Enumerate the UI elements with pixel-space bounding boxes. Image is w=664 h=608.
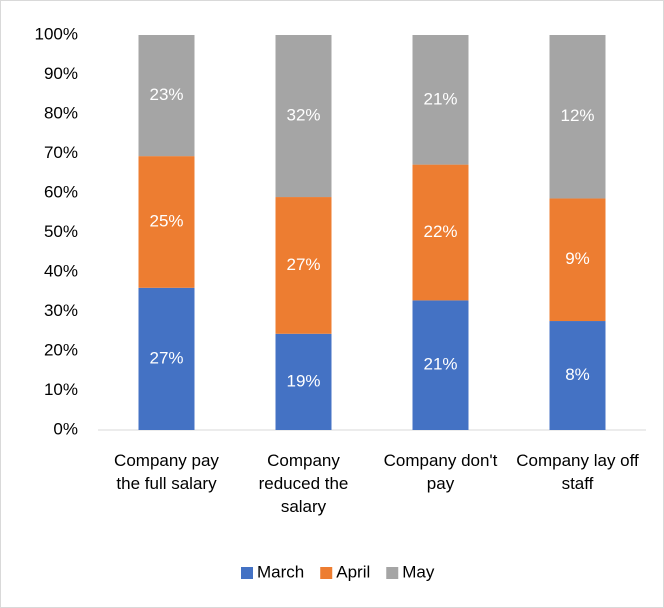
bar-segment [549, 198, 606, 322]
bar-segment [138, 156, 195, 288]
data-label: 12% [560, 106, 594, 125]
y-tick-label: 60% [44, 182, 78, 201]
y-tick-label: 90% [44, 64, 78, 83]
bar-segment [412, 300, 469, 430]
y-tick-label: 40% [44, 261, 78, 280]
x-tick-label: Company reduced the salary [258, 451, 349, 516]
bar-segment [138, 287, 195, 430]
y-tick-label: 30% [44, 301, 78, 320]
x-tick-label: Company pay the full salary [114, 451, 219, 493]
x-tick-label: Company lay off staff [516, 451, 639, 493]
data-label: 22% [423, 222, 457, 241]
y-tick-label: 20% [44, 340, 78, 359]
legend-label: March [257, 562, 304, 581]
bar-segment [275, 333, 332, 430]
bar-segment [138, 35, 195, 157]
legend-swatch [241, 567, 253, 579]
legend-label: April [336, 562, 370, 581]
y-tick-label: 0% [53, 419, 78, 438]
bar-segment [275, 35, 332, 198]
y-tick-label: 80% [44, 103, 78, 122]
bar-segment [549, 35, 606, 199]
data-label: 21% [423, 355, 457, 374]
legend-swatch [386, 567, 399, 579]
y-tick-label: 70% [44, 143, 78, 162]
data-label: 23% [149, 85, 183, 104]
data-label: 25% [149, 211, 183, 230]
data-label: 8% [565, 365, 590, 384]
bar-segment [549, 321, 606, 430]
data-label: 27% [149, 348, 183, 367]
data-label: 9% [565, 249, 590, 268]
legend-swatch [320, 567, 333, 579]
bar-segment [275, 197, 332, 334]
y-tick-label: 50% [44, 222, 78, 241]
bar-segment [412, 35, 469, 165]
y-tick-label: 100% [35, 24, 78, 43]
legend-label: May [402, 562, 435, 581]
data-label: 19% [286, 371, 320, 390]
data-label: 27% [286, 255, 320, 274]
bar-segment [412, 164, 469, 301]
data-label: 32% [286, 106, 320, 125]
data-label: 21% [423, 89, 457, 108]
x-tick-label: Company don't pay [383, 451, 498, 493]
y-tick-label: 10% [44, 380, 78, 399]
